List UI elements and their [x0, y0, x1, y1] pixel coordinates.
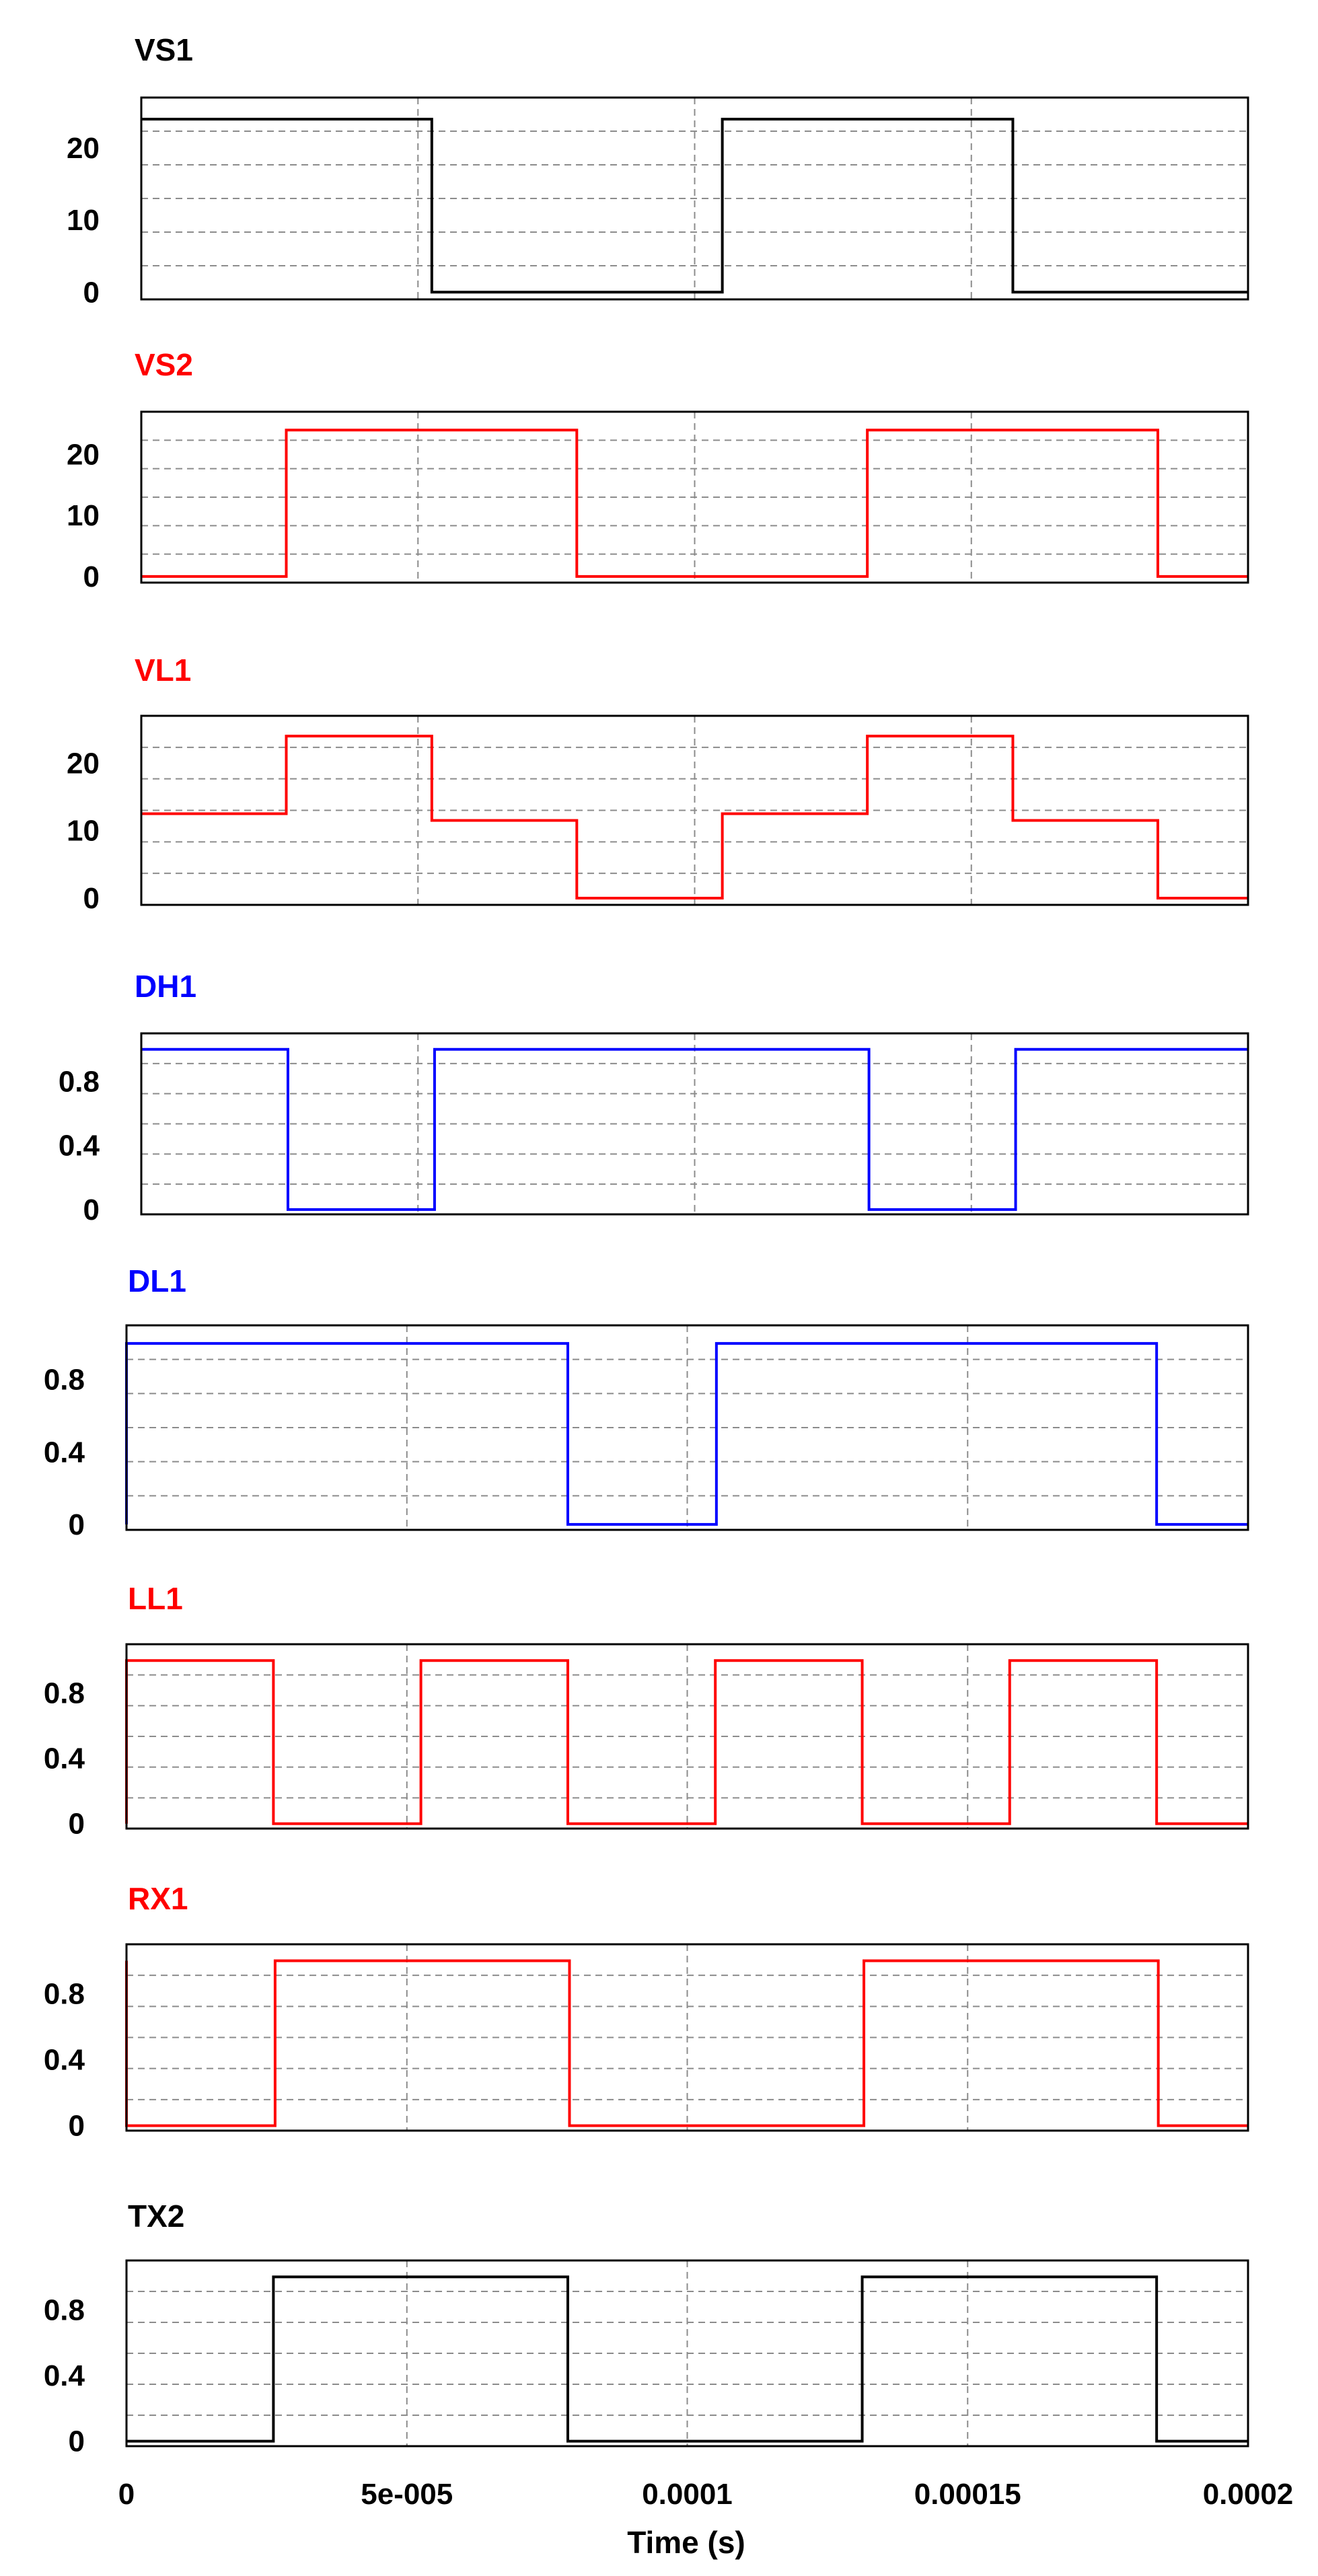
x-tick-label: 0.0001	[642, 2478, 733, 2511]
y-tick-label: 0	[83, 276, 100, 309]
y-tick-label: 0.8	[44, 2293, 85, 2326]
plot-frame	[140, 1032, 1249, 1216]
plot-frame	[125, 1943, 1249, 2132]
y-tick-label: 0	[83, 1193, 100, 1226]
panel-vs2: 0 10 20 VS2	[67, 347, 1249, 593]
y-tick-label: 0	[69, 1808, 85, 1841]
panel-rx1: 0 0.4 0.8 RX1	[44, 1881, 1249, 2143]
plot-frame	[140, 96, 1249, 301]
x-axis-label: Time (s)	[627, 2525, 745, 2560]
y-tick-label: 0	[69, 2110, 85, 2143]
panel-ll1: 0 0.4 0.8 LL1	[44, 1581, 1249, 1841]
panel-title: TX2	[128, 2199, 184, 2234]
trace-dh1	[141, 1047, 1248, 1211]
plot-frame	[125, 2259, 1249, 2448]
panel-dl1: 0 0.4 0.8 DL1	[44, 1263, 1249, 1541]
panel-dh1: 0 0.4 0.8 DH1	[59, 969, 1249, 1226]
y-tick-label: 0	[83, 560, 100, 593]
y-tick-label: 0.4	[44, 2044, 85, 2077]
y-tick-label: 10	[67, 499, 100, 532]
panel-title: RX1	[128, 1881, 188, 1916]
trace-vl1	[141, 735, 1248, 899]
panel-title: LL1	[128, 1581, 183, 1616]
y-tick-label: 20	[67, 747, 100, 780]
x-tick-label: 5e-005	[361, 2478, 453, 2511]
plot-frame	[140, 410, 1249, 584]
y-tick-label: 20	[67, 439, 100, 472]
panel-tx2: 0 0.4 0.8 TX2	[44, 2199, 1249, 2458]
y-tick-label: 0.8	[59, 1065, 100, 1098]
x-tick-label: 0.00015	[914, 2478, 1021, 2511]
y-tick-label: 0.4	[44, 1436, 85, 1469]
y-tick-label: 0.4	[59, 1130, 100, 1163]
y-tick-label: 10	[67, 204, 100, 237]
y-tick-label: 0.8	[44, 1677, 85, 1710]
panel-vl1: 0 10 20 VL1	[67, 653, 1249, 915]
plot-frame	[125, 1643, 1249, 1830]
y-tick-label: 0	[83, 882, 100, 915]
panel-title: DH1	[135, 969, 196, 1004]
plot-frame	[140, 714, 1249, 906]
panel-vs1: 0 10 20 VS1	[67, 32, 1249, 309]
panel-title: VL1	[135, 653, 191, 688]
y-tick-label: 0	[69, 1508, 85, 1541]
y-tick-label: 0	[69, 2425, 85, 2458]
y-tick-label: 0.8	[44, 1978, 85, 2011]
trace-tx2	[126, 2275, 1248, 2443]
y-tick-label: 0.4	[44, 2359, 85, 2392]
plot-frame	[125, 1324, 1249, 1531]
y-tick-label: 0.8	[44, 1364, 85, 1397]
panel-title: VS1	[135, 32, 193, 67]
x-tick-label: 0.0002	[1203, 2478, 1294, 2511]
panel-title: DL1	[128, 1263, 186, 1298]
trace-dl1	[125, 1341, 1248, 1526]
x-tick-label: 0	[118, 2478, 135, 2511]
trace-ll1	[125, 1659, 1248, 1825]
panel-title: VS2	[135, 347, 193, 382]
y-tick-label: 20	[67, 132, 100, 165]
trace-vs1	[141, 118, 1248, 294]
trace-rx1	[125, 1959, 1248, 2127]
y-tick-label: 0.4	[44, 1742, 85, 1775]
trace-vs2	[141, 429, 1248, 578]
y-tick-label: 10	[67, 815, 100, 848]
